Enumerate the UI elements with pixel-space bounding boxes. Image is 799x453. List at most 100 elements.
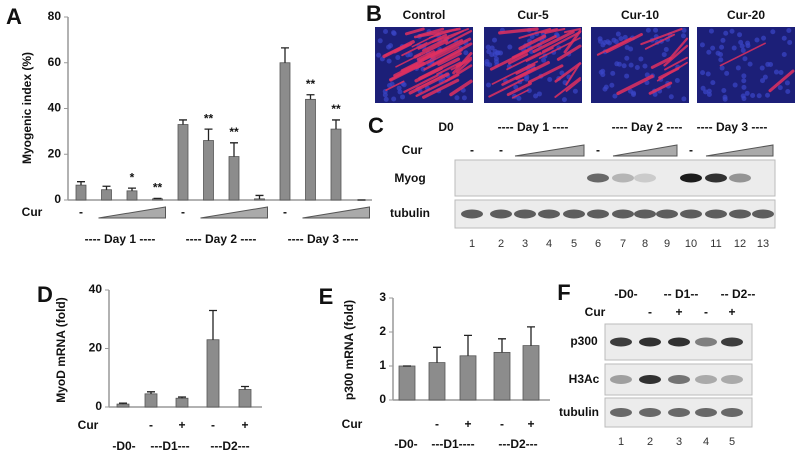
nucleus xyxy=(708,28,714,34)
significance: ** xyxy=(204,111,214,125)
treatment-label: Cur xyxy=(402,143,423,157)
myotube xyxy=(382,40,415,59)
lane-number: 2 xyxy=(498,238,504,250)
band xyxy=(461,209,483,219)
y-tick-label: 0 xyxy=(95,399,102,413)
myotube xyxy=(452,52,473,75)
myotube xyxy=(389,61,426,82)
nucleus xyxy=(376,52,382,58)
x-tick-label: + xyxy=(464,417,471,431)
nucleus xyxy=(492,37,498,43)
nucleus xyxy=(526,88,532,94)
lane-number: 3 xyxy=(676,436,682,448)
x-tick-label: - xyxy=(435,417,439,431)
nucleus xyxy=(778,70,784,76)
nucleus xyxy=(454,95,460,101)
myotube xyxy=(506,82,532,97)
nucleus xyxy=(741,96,747,102)
micrograph xyxy=(697,27,795,103)
nucleus xyxy=(489,45,495,51)
error-bar xyxy=(306,94,315,100)
bar xyxy=(238,389,252,408)
nucleus xyxy=(642,63,648,69)
nucleus xyxy=(615,31,621,37)
myotube xyxy=(556,44,582,61)
myotube xyxy=(648,81,673,95)
group-label: ---D2--- xyxy=(210,439,249,453)
myotube xyxy=(554,77,581,98)
lane-number: 5 xyxy=(571,238,577,250)
bar xyxy=(522,345,540,401)
header-label: D0 xyxy=(438,120,454,134)
row-label: tubulin xyxy=(559,405,599,419)
band xyxy=(538,209,560,219)
nucleus xyxy=(547,77,553,83)
myotube xyxy=(650,56,672,69)
error-bar xyxy=(147,391,155,394)
nucleus xyxy=(742,56,748,62)
band xyxy=(721,408,743,417)
y-axis-label: Myogenic index (%) xyxy=(20,52,34,164)
myotube xyxy=(663,44,689,67)
nucleus xyxy=(705,71,711,77)
myotube xyxy=(491,60,539,85)
dose-triangle xyxy=(514,144,585,157)
nucleus xyxy=(786,28,792,34)
group-label: ---D1---- xyxy=(431,437,474,451)
nucleus xyxy=(700,85,706,91)
nucleus xyxy=(463,50,469,56)
myotube xyxy=(445,29,473,45)
myotube xyxy=(605,33,643,54)
bar xyxy=(203,140,214,201)
image-label: Cur-20 xyxy=(727,8,765,22)
bar xyxy=(116,403,130,408)
myotube xyxy=(401,42,428,57)
nucleus xyxy=(621,63,627,69)
error-bar xyxy=(255,194,264,199)
nucleus xyxy=(784,80,790,86)
band xyxy=(695,337,717,347)
myotube xyxy=(488,78,524,98)
myotube xyxy=(427,47,448,59)
nucleus xyxy=(719,44,725,50)
band xyxy=(612,209,634,219)
myotube xyxy=(437,52,462,66)
error-bar xyxy=(464,334,472,356)
nucleus xyxy=(638,56,644,62)
nucleus xyxy=(618,36,624,42)
row-label: tubulin xyxy=(390,206,430,220)
band xyxy=(668,375,690,384)
myotube xyxy=(422,78,460,99)
group-label: ---D1--- xyxy=(150,439,189,453)
lane-number: 9 xyxy=(664,238,670,250)
myotube xyxy=(719,42,766,67)
nucleus xyxy=(383,28,389,34)
myotube xyxy=(443,49,463,61)
nucleus xyxy=(513,84,519,90)
myotube xyxy=(430,37,472,60)
myotube xyxy=(489,49,529,71)
error-bar xyxy=(332,119,340,130)
x-tick-label: + xyxy=(241,418,248,432)
panel-letter: A xyxy=(6,4,22,29)
nucleus xyxy=(710,80,716,86)
nucleus xyxy=(787,39,793,45)
nucleus xyxy=(631,91,637,97)
nucleus xyxy=(765,61,771,67)
y-tick-label: 80 xyxy=(48,9,62,23)
y-tick-label: 1 xyxy=(379,358,386,372)
myotube xyxy=(668,37,689,60)
nucleus xyxy=(387,83,393,89)
treatment-sign: - xyxy=(596,143,600,157)
band xyxy=(634,173,656,183)
lane-number: 4 xyxy=(703,436,709,448)
panel-letter: E xyxy=(319,284,334,309)
nucleus xyxy=(729,28,735,34)
band xyxy=(587,209,609,219)
nucleus xyxy=(634,64,640,70)
bar xyxy=(206,339,220,408)
band xyxy=(668,408,690,417)
nucleus xyxy=(377,38,383,44)
nucleus xyxy=(731,45,737,51)
bar xyxy=(228,156,240,201)
